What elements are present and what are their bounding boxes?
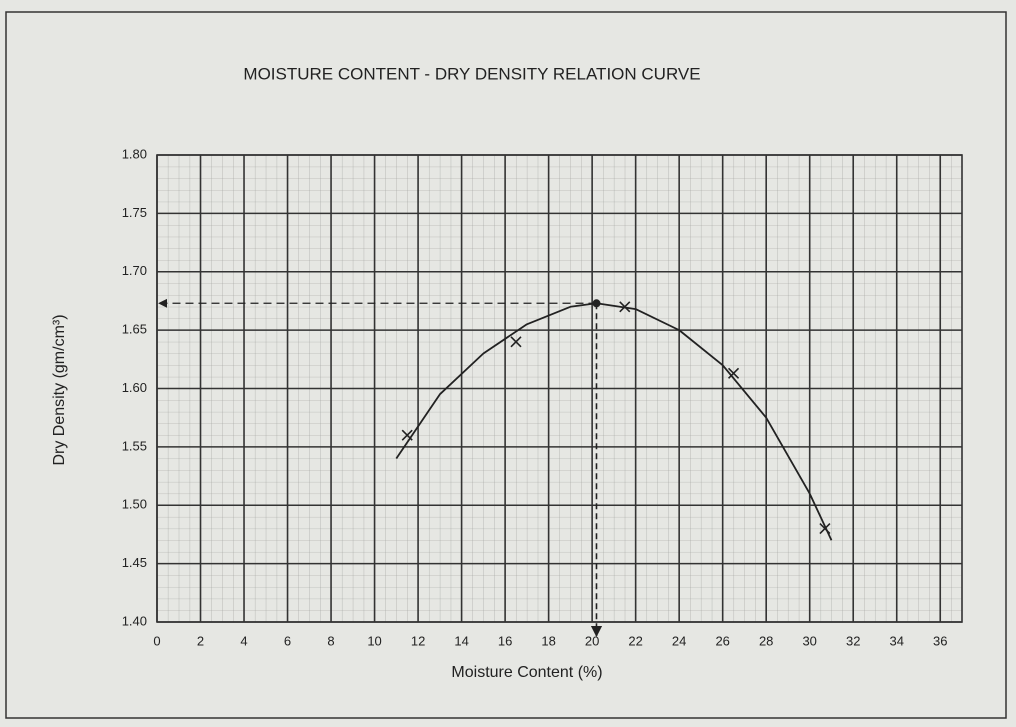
data-point bbox=[510, 336, 522, 348]
x-tick-label: 32 bbox=[846, 633, 860, 648]
x-tick-label: 16 bbox=[498, 633, 512, 648]
x-axis-label: Moisture Content (%) bbox=[451, 664, 602, 681]
data-point bbox=[401, 429, 413, 441]
y-tick-label: 1.40 bbox=[122, 613, 147, 628]
x-tick-label: 6 bbox=[284, 633, 291, 648]
x-tick-label: 4 bbox=[240, 633, 247, 648]
y-tick-label: 1.75 bbox=[122, 205, 147, 220]
x-tick-label: 30 bbox=[802, 633, 816, 648]
plot-border bbox=[156, 154, 963, 623]
data-point bbox=[619, 301, 631, 313]
x-tick-label: 34 bbox=[889, 633, 903, 648]
optimum-point bbox=[592, 299, 601, 308]
x-tick-label: 36 bbox=[933, 633, 947, 648]
y-axis-label: Dry Density (gm/cm³) bbox=[51, 314, 68, 465]
x-tick-label: 2 bbox=[197, 633, 204, 648]
x-tick-label: 0 bbox=[153, 633, 160, 648]
frame bbox=[5, 11, 1007, 719]
x-tick-label: 12 bbox=[411, 633, 425, 648]
x-tick-label: 14 bbox=[454, 633, 468, 648]
x-tick-label: 24 bbox=[672, 633, 686, 648]
y-tick-label: 1.70 bbox=[122, 263, 147, 278]
x-tick-label: 8 bbox=[327, 633, 334, 648]
x-tick-label: 10 bbox=[367, 633, 381, 648]
data-point bbox=[819, 523, 831, 535]
data-point bbox=[727, 367, 740, 379]
x-tick-label: 28 bbox=[759, 633, 773, 648]
y-tick-label: 1.50 bbox=[122, 497, 147, 512]
chart-title: MOISTURE CONTENT - DRY DENSITY RELATION … bbox=[243, 64, 700, 83]
y-tick-label: 1.55 bbox=[122, 438, 147, 453]
y-tick-label: 1.80 bbox=[122, 146, 147, 161]
x-tick-label: 18 bbox=[541, 633, 555, 648]
y-tick-label: 1.60 bbox=[122, 380, 147, 395]
fitted-curve bbox=[395, 302, 833, 541]
y-tick-label: 1.45 bbox=[122, 555, 147, 570]
x-tick-label: 20 bbox=[585, 633, 599, 648]
x-tick-label: 26 bbox=[715, 633, 729, 648]
y-tick-label: 1.65 bbox=[122, 322, 147, 337]
x-tick-label: 22 bbox=[628, 633, 642, 648]
